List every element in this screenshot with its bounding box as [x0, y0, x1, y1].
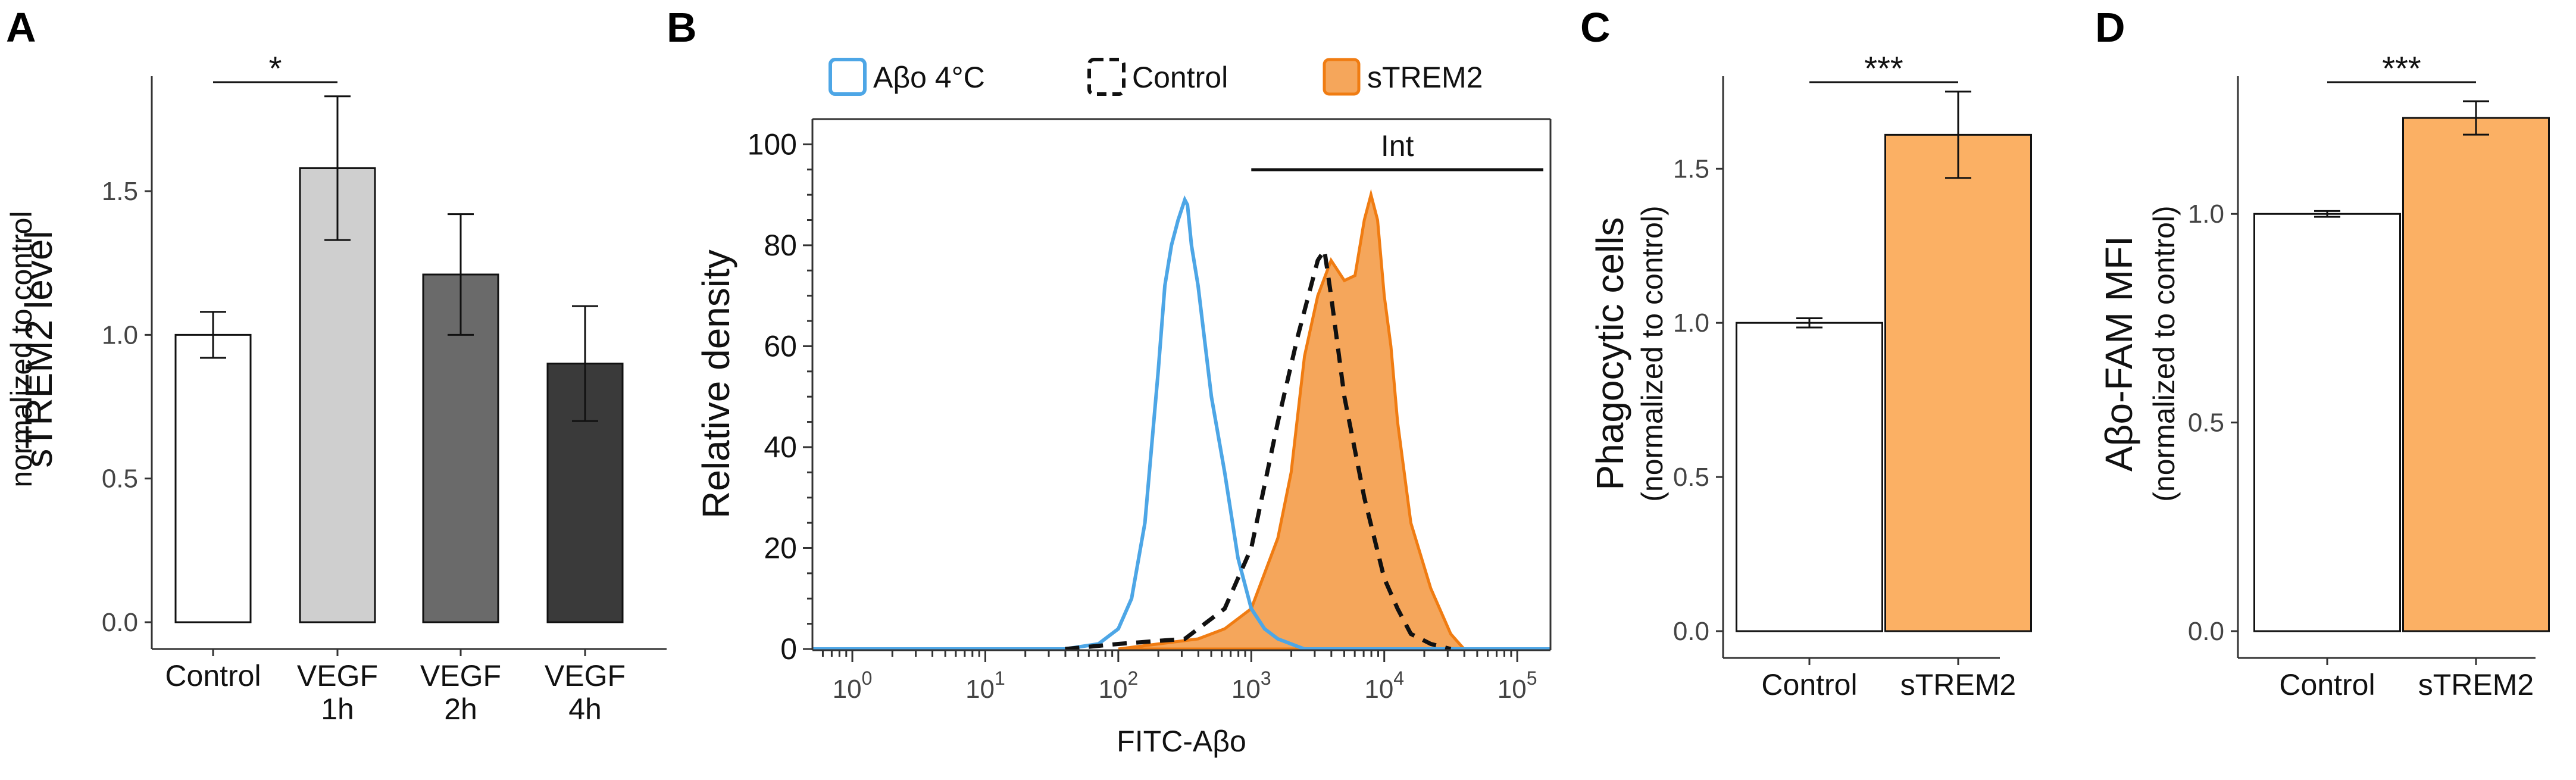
x-tick-label-line: sTREM2 — [2418, 668, 2534, 701]
series-abo4c-line — [812, 195, 1550, 651]
y-tick-label: 1.0 — [102, 320, 138, 350]
bar — [1884, 133, 2032, 632]
panel-letter: D — [2095, 4, 2125, 51]
x-tick-base: 10 — [1498, 675, 1527, 704]
y-axis-title: Aβo-FAM MFI — [2097, 236, 2140, 472]
x-tick-label-line: Control — [165, 659, 261, 692]
x-tick-label-line: VEGF — [420, 659, 501, 692]
y-axis-subtitle: (normalized to control) — [1636, 205, 1669, 501]
y-tick-label: 60 — [764, 329, 797, 363]
x-tick-label: VEGF 2h — [420, 659, 501, 726]
y-axis-title: Phagocytic cells — [1589, 217, 1631, 491]
bar — [2402, 117, 2550, 632]
significance-label: *** — [1864, 49, 1903, 87]
x-tick-exponent: 2 — [1127, 667, 1138, 689]
y-tick-label: 20 — [764, 531, 797, 564]
x-tick-label: sTREM2 — [1900, 668, 2016, 701]
panel-letter: C — [1580, 4, 1611, 51]
x-tick-exponent: 5 — [1527, 667, 1537, 689]
y-tick-label: 40 — [764, 430, 797, 464]
x-tick-label: Control — [2279, 668, 2375, 701]
x-tick-base: 10 — [1364, 675, 1393, 704]
x-tick-label-line: sTREM2 — [1900, 668, 2016, 701]
y-tick-label: 0 — [780, 632, 797, 666]
y-axis-subtitle: normalized to control — [5, 211, 38, 487]
x-tick-label-line: VEGF — [545, 659, 626, 692]
y-tick-label: 0.5 — [102, 464, 138, 494]
legend-swatch-strem2 — [1323, 58, 1361, 96]
legend-label: Control — [1132, 61, 1228, 94]
y-tick-label: 1.0 — [2188, 199, 2224, 229]
legend-label: sTREM2 — [1367, 61, 1483, 94]
panel-c: C 0.0 0.5 1.0 1.5 Phagocytic cells (normalized… — [1580, 4, 2032, 701]
y-tick-label: 1.5 — [102, 177, 138, 206]
x-tick-label: 103 — [1231, 667, 1271, 704]
bar — [174, 333, 252, 623]
series-control-line — [1065, 244, 1452, 651]
significance-label: *** — [2382, 49, 2421, 87]
x-tick-base: 10 — [1231, 675, 1261, 704]
x-tick-label: 102 — [1098, 667, 1138, 704]
x-tick-label: VEGF 4h — [545, 659, 626, 726]
x-tick-label-line: Control — [2279, 668, 2375, 701]
x-tick-exponent: 3 — [1261, 667, 1271, 689]
panel-letter: A — [6, 4, 36, 51]
y-tick-label: 0.5 — [2188, 408, 2224, 438]
x-tick-label: sTREM2 — [2418, 668, 2534, 701]
x-tick-base: 10 — [1098, 675, 1127, 704]
y-tick-label: 1.5 — [1673, 154, 1709, 183]
x-tick-base: 10 — [965, 675, 995, 704]
x-tick-label-line: 2h — [444, 692, 477, 726]
x-tick-label: 101 — [965, 667, 1005, 704]
panel-d: D 0.0 0.5 1.0 Aβo-FAM MFI (normalized to cont… — [2095, 4, 2550, 701]
x-tick-label: Control — [165, 659, 261, 692]
bar — [2253, 213, 2401, 632]
significance-label: * — [269, 49, 282, 87]
bar — [1736, 322, 1883, 632]
x-tick-label-line: 4h — [568, 692, 602, 726]
legend-swatch-control — [1087, 58, 1126, 96]
x-tick-label: Control — [1761, 668, 1857, 701]
x-tick-label-line: Control — [1761, 668, 1857, 701]
y-axis-title: sTREM2 level — [17, 230, 60, 467]
y-tick-label: 80 — [764, 229, 797, 262]
x-tick-label-line: 1h — [321, 692, 354, 726]
y-tick-label: 1.0 — [1673, 308, 1709, 338]
x-tick-label-line: VEGF — [297, 659, 378, 692]
x-tick-exponent: 0 — [862, 667, 873, 689]
y-axis-title: Relative density — [695, 249, 737, 519]
bar — [299, 167, 376, 623]
y-tick-label: 0.0 — [102, 608, 138, 637]
x-tick-label: 104 — [1364, 667, 1404, 704]
gate-int-label: Int — [1381, 129, 1414, 163]
panel-letter: B — [667, 4, 697, 51]
legend-swatch-abo4c — [829, 58, 867, 96]
x-tick-exponent: 1 — [995, 667, 1005, 689]
x-tick-exponent: 4 — [1393, 667, 1404, 689]
x-tick-base: 10 — [833, 675, 862, 704]
x-tick-label: 105 — [1498, 667, 1537, 704]
x-tick-label: VEGF 1h — [297, 659, 378, 726]
y-tick-label: 0.0 — [1673, 617, 1709, 646]
y-tick-label: 0.0 — [2188, 617, 2224, 646]
x-tick-label: 100 — [833, 667, 873, 704]
legend-label: Aβo 4°C — [873, 61, 985, 94]
y-tick-label: 0.5 — [1673, 463, 1709, 492]
x-axis-title: FITC-Aβo — [1117, 725, 1246, 758]
y-axis-subtitle: (normalized to control) — [2147, 205, 2181, 501]
y-tick-label: 100 — [748, 127, 797, 161]
